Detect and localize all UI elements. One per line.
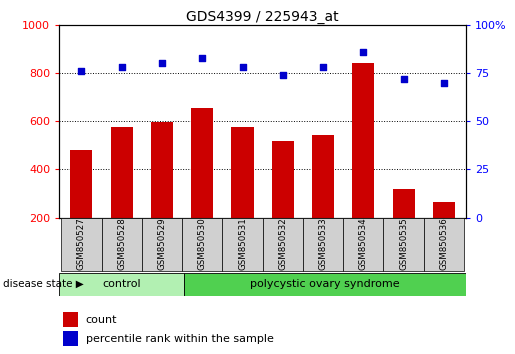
- Bar: [424, 218, 464, 271]
- Bar: [111, 127, 133, 218]
- Bar: [392, 189, 415, 218]
- Bar: [71, 150, 93, 218]
- Bar: [222, 218, 263, 271]
- Point: [400, 76, 408, 82]
- Bar: [184, 273, 466, 296]
- Bar: [63, 331, 78, 346]
- Text: control: control: [102, 279, 141, 289]
- Bar: [151, 122, 173, 218]
- Text: GSM850533: GSM850533: [319, 217, 328, 270]
- Text: polycystic ovary syndrome: polycystic ovary syndrome: [250, 279, 400, 289]
- Bar: [263, 218, 303, 271]
- Bar: [191, 108, 213, 218]
- Text: disease state ▶: disease state ▶: [3, 279, 83, 289]
- Point: [359, 49, 368, 55]
- Point: [440, 80, 448, 85]
- Text: percentile rank within the sample: percentile rank within the sample: [85, 334, 273, 344]
- Text: GSM850535: GSM850535: [399, 217, 408, 270]
- Point: [117, 64, 126, 70]
- Text: GSM850528: GSM850528: [117, 217, 126, 270]
- Bar: [59, 273, 184, 296]
- Text: GSM850530: GSM850530: [198, 217, 207, 270]
- Bar: [384, 218, 424, 271]
- Text: GSM850527: GSM850527: [77, 217, 86, 270]
- Bar: [61, 218, 101, 271]
- Bar: [303, 218, 343, 271]
- Bar: [231, 127, 253, 218]
- Bar: [63, 312, 78, 327]
- Point: [158, 61, 166, 66]
- Point: [279, 72, 287, 78]
- Bar: [312, 135, 334, 218]
- Text: GSM850534: GSM850534: [359, 217, 368, 270]
- Point: [319, 64, 327, 70]
- Bar: [272, 141, 294, 218]
- Bar: [142, 218, 182, 271]
- Bar: [433, 202, 455, 218]
- Point: [77, 68, 85, 74]
- Text: GSM850531: GSM850531: [238, 217, 247, 270]
- Text: GSM850529: GSM850529: [158, 217, 166, 269]
- Point: [238, 64, 247, 70]
- Text: count: count: [85, 315, 117, 325]
- Point: [198, 55, 207, 61]
- Bar: [101, 218, 142, 271]
- Bar: [343, 218, 384, 271]
- Text: GSM850536: GSM850536: [439, 217, 449, 270]
- Bar: [182, 218, 222, 271]
- Title: GDS4399 / 225943_at: GDS4399 / 225943_at: [186, 10, 339, 24]
- Bar: [352, 63, 374, 218]
- Text: GSM850532: GSM850532: [278, 217, 287, 270]
